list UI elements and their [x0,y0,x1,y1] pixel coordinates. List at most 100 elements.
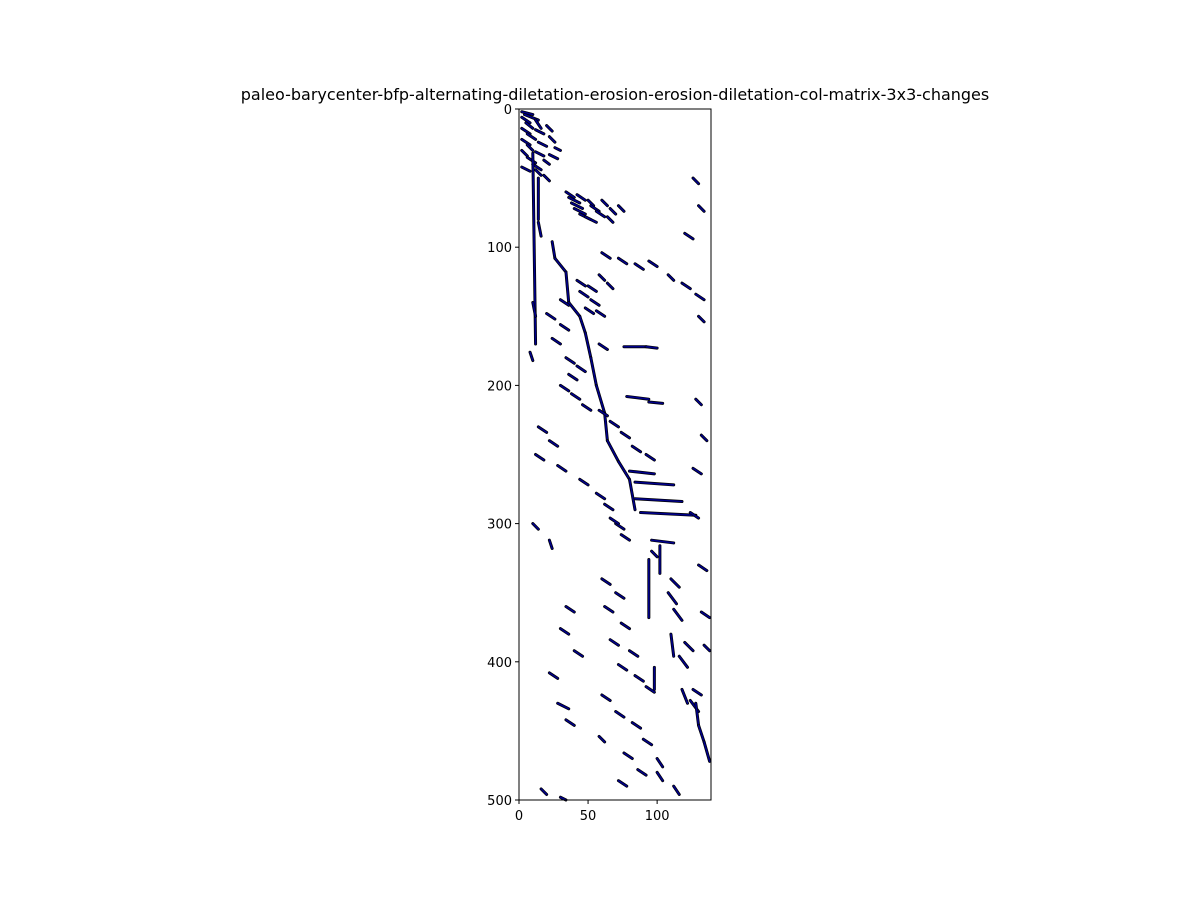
heatmap-mark [703,644,711,652]
y-axis: 0 100 200 300 400 500 [487,103,519,809]
heatmap-mark [559,298,570,307]
heatmap-mark [587,285,598,293]
heatmap-mark [584,332,592,359]
heatmap-mark [623,752,634,760]
heatmap-marks [520,110,712,802]
heatmap-mark [543,174,551,182]
heatmap-mark [565,191,576,199]
heatmap-mark [520,149,529,157]
heatmap-mark [650,539,675,544]
heatmap-mark [559,323,570,331]
heatmap-mark [532,522,540,530]
heatmap-mark [548,672,559,680]
heatmap-mark [672,785,681,796]
heatmap-mark [590,298,600,307]
y-tick-label: 400 [487,656,512,671]
heatmap-mark [520,110,534,116]
heatmap-mark [534,453,545,461]
heatmap-mark [631,445,642,453]
heatmap-mark [590,356,598,387]
heatmap-mark [584,215,598,224]
heatmap-mark [559,384,570,392]
heatmap-mark [543,159,551,166]
heatmap-mark [689,511,700,519]
heatmap-mark [614,522,625,530]
heatmap-mark [634,481,675,486]
heatmap-mark [595,384,606,414]
heatmap-mark [601,694,611,702]
heatmap-mark [526,133,537,141]
heatmap-mark [578,478,589,486]
heatmap-mark [645,345,658,349]
heatmap-mark [606,215,614,224]
heatmap-mark [551,240,556,260]
heatmap-mark [645,453,656,461]
heatmap-mark [520,138,531,146]
heatmap-mark [617,779,628,787]
heatmap-mark [670,633,675,658]
heatmap-mark [526,144,534,152]
heatmap-mark [678,655,689,669]
heatmap-mark [697,724,705,743]
heatmap-mark [648,401,664,405]
heatmap-mark [697,204,705,213]
heatmap-mark [650,550,658,558]
heatmap-mark [617,257,628,265]
heatmap-mark [587,199,595,207]
heatmap-mark [584,307,595,315]
heatmap-mark [601,199,609,207]
heatmap-mark [670,578,681,588]
y-tick-label: 100 [487,241,512,256]
heatmap-mark [609,638,620,647]
y-tick-label: 500 [487,794,512,809]
heatmap-mark [576,365,587,373]
heatmap-mark [556,702,570,710]
heatmap-mark [595,210,606,218]
heatmap-mark [614,591,625,600]
heatmap-mark [606,282,614,290]
heatmap-mark [554,146,562,152]
y-tick-label: 200 [487,379,512,394]
heatmap-mark [520,127,531,135]
x-tick-label: 0 [515,809,523,824]
heatmap-mark [634,497,683,503]
heatmap-mark [603,605,614,613]
heatmap-mark [645,685,656,694]
heatmap-mark [520,166,531,172]
heatmap-mark [559,627,570,635]
heatmap-mark [681,282,692,290]
heatmap-mark [578,315,587,334]
heatmap-mark [601,251,611,260]
heatmap-mark [692,688,703,696]
heatmap-mark [617,204,625,213]
heatmap-mark [598,735,606,743]
heatmap-mark [683,232,694,240]
heatmap-mark [628,470,656,475]
heatmap-mark [551,337,562,345]
heatmap-mark [634,262,645,271]
heatmap-mark [639,511,697,517]
heatmap-mark [529,351,534,362]
heatmap-mark [548,153,559,160]
heatmap-mark [534,128,545,135]
heatmap-mark [540,788,548,796]
heatmap-mark [692,467,703,475]
heatmap-mark [703,741,711,763]
heatmap-mark [636,768,647,776]
heatmap-mark [534,169,542,177]
heatmap-mark [697,564,708,572]
heatmap-mark [537,426,548,434]
heatmap-mark [573,207,587,215]
heatmap-mark [573,649,584,658]
heatmap-mark [548,539,553,550]
heatmap-mark [545,312,556,320]
heatmap-mark [620,431,631,439]
heatmap-mark [642,738,653,746]
heatmap-mark [565,605,576,613]
heatmap-mark [667,274,675,282]
heatmap-mark [576,193,587,202]
heatmap-mark [520,116,531,124]
heatmap-mark [620,533,631,541]
heatmap-mark [565,719,576,727]
heatmap-mark [595,309,606,318]
